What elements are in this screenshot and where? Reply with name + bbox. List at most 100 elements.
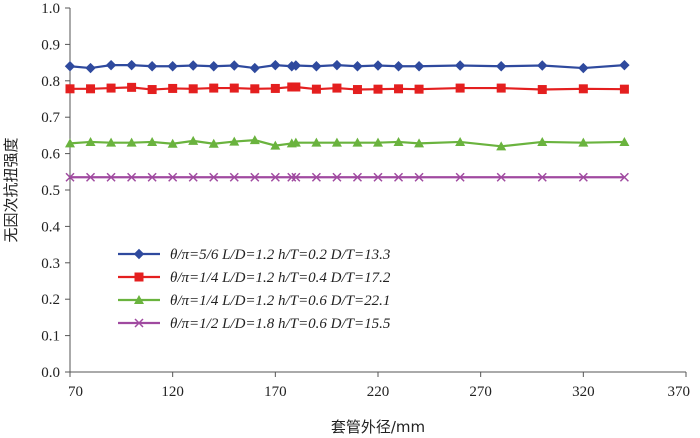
data-point — [578, 137, 589, 147]
data-point — [168, 172, 178, 182]
data-point — [331, 59, 343, 71]
data-point — [373, 84, 383, 94]
legend: θ/π=5/6 L/D=1.2 h/T=0.2 D/T=13.3 θ/π=1/4 … — [118, 247, 391, 332]
data-point — [496, 83, 506, 93]
y-tick-label: 0.4 — [41, 219, 60, 235]
data-point — [311, 137, 322, 147]
x-tick-label: 320 — [572, 384, 595, 400]
data-point — [414, 84, 424, 94]
data-point — [454, 60, 466, 71]
series-1 — [64, 59, 630, 74]
data-point — [414, 138, 425, 148]
data-point — [126, 59, 137, 71]
data-point — [147, 172, 157, 182]
data-point — [414, 172, 424, 182]
data-point — [311, 61, 322, 72]
data-point — [229, 83, 239, 93]
data-point — [352, 172, 362, 182]
data-point — [372, 60, 384, 71]
y-tick-label: 0.8 — [41, 74, 60, 90]
y-tick-label: 0.7 — [41, 110, 60, 126]
data-point — [373, 137, 383, 147]
x-tick-label: 370 — [668, 384, 691, 400]
data-point — [496, 141, 507, 151]
legend-label: θ/π=5/6 L/D=1.2 h/T=0.2 D/T=13.3 — [170, 247, 390, 263]
data-point — [537, 172, 547, 182]
legend-label: θ/π=1/4 L/D=1.2 h/T=0.6 D/T=22.1 — [170, 293, 390, 309]
data-point — [65, 84, 75, 94]
data-point — [352, 137, 363, 147]
data-point — [127, 172, 137, 182]
legend-marker — [133, 248, 145, 260]
legend-label: θ/π=1/2 L/D=1.8 h/T=0.6 D/T=15.5 — [170, 316, 391, 332]
x-tick-label: 270 — [469, 384, 492, 400]
x-tick-label: 70 — [68, 384, 83, 400]
data-point — [147, 85, 157, 95]
data-point — [352, 61, 363, 72]
legend-item-3: θ/π=1/4 L/D=1.2 h/T=0.6 D/T=22.1 — [118, 293, 390, 309]
data-point — [578, 84, 588, 94]
data-point — [352, 85, 362, 95]
data-point — [106, 137, 117, 147]
data-point — [250, 84, 260, 94]
data-point — [188, 84, 198, 94]
data-point — [86, 172, 96, 182]
data-point — [106, 83, 116, 93]
data-point — [455, 172, 465, 182]
data-point — [578, 172, 588, 182]
y-tick-label: 0.2 — [41, 292, 60, 308]
data-point — [394, 84, 404, 94]
series-3 — [65, 135, 630, 151]
data-point — [619, 172, 629, 182]
data-point — [619, 84, 629, 94]
data-point — [290, 137, 301, 147]
x-tick-label: 170 — [264, 384, 287, 400]
data-point — [619, 136, 630, 146]
data-point — [209, 83, 219, 93]
data-point — [455, 83, 465, 93]
data-point — [332, 172, 342, 182]
data-point — [187, 60, 199, 71]
data-point — [270, 83, 280, 93]
data-point — [287, 172, 297, 182]
data-point — [147, 136, 158, 146]
legend-item-4: θ/π=1/2 L/D=1.8 h/T=0.6 D/T=15.5 — [118, 316, 391, 332]
data-point — [188, 135, 199, 145]
data-point — [578, 62, 589, 74]
data-point — [64, 61, 76, 72]
data-point — [290, 60, 302, 71]
data-point — [105, 59, 117, 71]
data-point — [537, 136, 548, 146]
data-point — [209, 172, 219, 182]
legend-item-2: θ/π=1/4 L/D=1.2 h/T=0.4 D/T=17.2 — [118, 270, 391, 286]
data-point — [413, 61, 425, 72]
data-point — [291, 82, 301, 92]
data-point — [249, 62, 261, 74]
y-tick-label: 0.3 — [41, 256, 60, 272]
data-point — [146, 61, 158, 72]
x-tick-label: 220 — [367, 384, 390, 400]
data-point — [393, 136, 404, 146]
legend-label: θ/π=1/4 L/D=1.2 h/T=0.4 D/T=17.2 — [170, 270, 391, 286]
data-point — [86, 84, 96, 94]
data-point — [208, 61, 219, 72]
legend-marker — [134, 295, 144, 304]
legend-marker — [134, 272, 144, 282]
data-point — [249, 135, 260, 145]
data-point — [331, 137, 342, 147]
series-group — [64, 59, 630, 182]
data-point — [65, 172, 75, 182]
x-ticks: 70 120 170 220 270 320 370 — [68, 372, 690, 400]
data-point — [311, 172, 321, 182]
series-2 — [65, 82, 629, 95]
series-4 — [65, 172, 629, 182]
data-point — [495, 61, 507, 72]
data-point — [127, 82, 137, 92]
x-axis-title: 套管外径/mm — [331, 418, 425, 436]
y-tick-label: 0.6 — [41, 147, 60, 163]
data-point — [85, 136, 96, 146]
y-tick-label: 0.9 — [41, 37, 60, 53]
data-point — [270, 59, 281, 71]
data-point — [229, 172, 239, 182]
